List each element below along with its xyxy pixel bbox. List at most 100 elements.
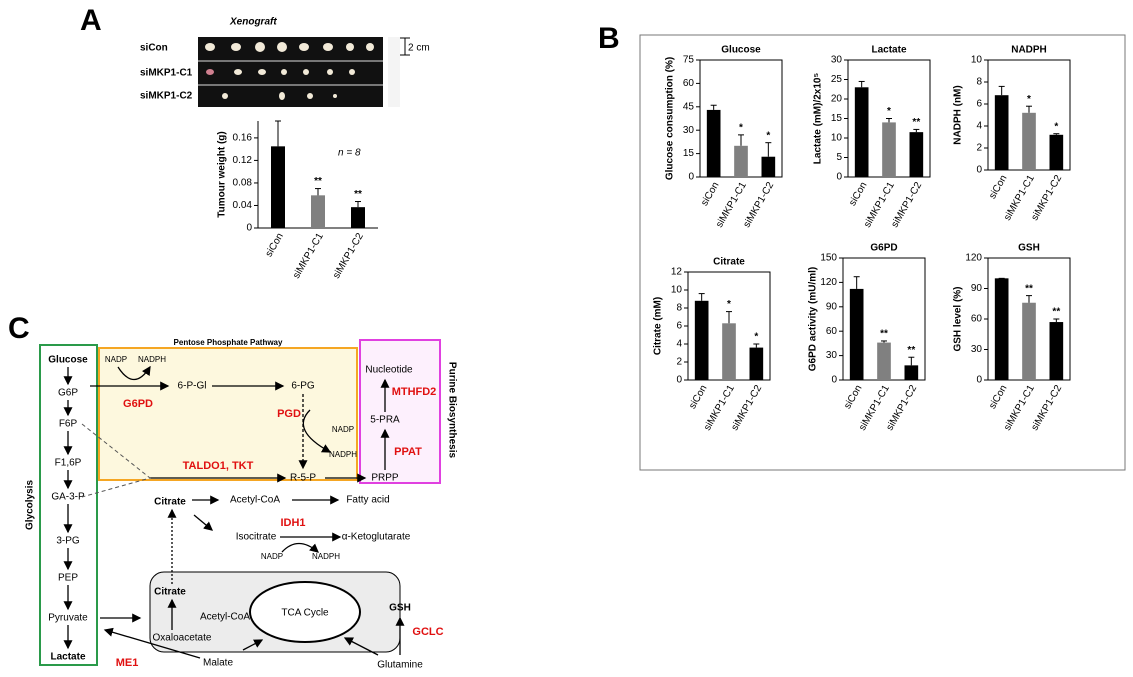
significance: * — [727, 299, 731, 310]
tca-cycle — [249, 581, 361, 643]
metabolite: PRPP — [371, 473, 399, 484]
metabolite: 5-PRA — [370, 415, 400, 426]
significance: * — [739, 123, 743, 134]
significance: * — [766, 130, 770, 141]
bar — [734, 145, 748, 177]
bar — [1022, 112, 1036, 170]
y-tick-label: 5 — [836, 152, 842, 163]
metabolite: GSH — [389, 603, 411, 614]
x-tick-label: siCon — [987, 173, 1009, 201]
y-axis-label: Citrate (mM) — [653, 297, 664, 355]
scale-label: 2 cm — [408, 43, 430, 54]
y-tick-label: 10 — [971, 55, 983, 66]
y-tick-label: 150 — [820, 253, 837, 264]
y-tick-label: 15 — [683, 148, 695, 159]
metabolite: Nucleotide — [365, 365, 413, 376]
y-tick-label: 6 — [676, 321, 682, 332]
y-tick-label: 0.12 — [233, 155, 253, 166]
cofactor: NADPH — [329, 450, 357, 459]
y-tick-label: 4 — [976, 121, 982, 132]
y-tick-label: 0 — [831, 375, 837, 386]
scale-bar — [400, 37, 410, 56]
metabolite: Acetyl-CoA — [230, 495, 280, 506]
x-tick-label: siMKP1-C2 — [331, 231, 366, 281]
significance: * — [1054, 121, 1058, 132]
row-label: siMKP1-C2 — [140, 91, 193, 102]
bar — [706, 109, 721, 177]
chart-title: GSH — [1018, 243, 1040, 254]
metabolite: Citrate — [154, 497, 186, 508]
arrows — [63, 365, 405, 659]
metabolite: Citrate — [154, 587, 186, 598]
y-tick-label: 30 — [683, 125, 695, 136]
y-tick-label: 0 — [688, 172, 694, 183]
bar — [351, 207, 365, 228]
y-tick-label: 2 — [976, 143, 982, 154]
x-tick-label: siCon — [687, 383, 709, 411]
enzyme: PGD — [277, 408, 301, 420]
metabolite: R-5-P — [290, 473, 316, 484]
purine-box — [359, 339, 441, 484]
panel-label: A — [80, 4, 102, 37]
row-label: siMKP1-C1 — [140, 68, 193, 79]
x-tick-label: siCon — [842, 383, 864, 411]
y-tick-label: 25 — [831, 74, 843, 85]
cofactor: NADPH — [138, 355, 166, 364]
significance: ** — [907, 345, 915, 356]
tumours — [205, 42, 374, 100]
y-tick-label: 90 — [971, 283, 983, 294]
cofactor: NADP — [332, 425, 354, 434]
x-tick-label: siCon — [699, 180, 721, 208]
pathway-label: Purine Biosynthesis — [446, 362, 457, 459]
y-tick-label: 120 — [820, 277, 837, 288]
pathway-label: Pentose Phosphate Pathway — [174, 338, 283, 347]
bar — [909, 132, 924, 177]
metabolite: Glucose — [48, 355, 88, 366]
bar — [882, 122, 896, 177]
y-axis-label: Lactate (mM)/2x10⁵ — [813, 73, 824, 165]
enzyme: PPAT — [394, 446, 422, 458]
y-tick-label: 0.16 — [233, 133, 253, 144]
y-tick-label: 10 — [671, 285, 683, 296]
significance: ** — [354, 189, 362, 200]
y-tick-label: 12 — [671, 267, 683, 278]
panel-frame — [639, 34, 1126, 471]
x-tick-label: siCon — [987, 383, 1009, 411]
metabolite: 6-PG — [291, 381, 315, 392]
metabolite: Lactate — [50, 652, 85, 663]
y-tick-label: 0 — [976, 375, 982, 386]
y-tick-label: 6 — [976, 99, 982, 110]
significance: * — [887, 106, 891, 117]
metabolite: Isocitrate — [236, 532, 277, 543]
cofactor: NADP — [105, 355, 127, 364]
y-tick-label: 0 — [246, 223, 252, 234]
enzyme: G6PD — [123, 398, 153, 410]
metabolite: α-Ketoglutarate — [342, 532, 411, 543]
metabolite: GA-3-P — [51, 492, 85, 503]
xenograft-title: Xenograft — [229, 17, 277, 28]
y-tick-label: 30 — [831, 55, 843, 66]
y-tick-label: 0 — [676, 375, 682, 386]
metabolite: Oxaloacetate — [153, 633, 212, 644]
metabolite: Acetyl-CoA — [200, 612, 250, 623]
panel-label: B — [598, 22, 620, 55]
y-tick-label: 8 — [676, 303, 682, 314]
bar — [1022, 302, 1036, 380]
y-tick-label: 0.08 — [233, 178, 253, 189]
bar — [722, 323, 736, 380]
significance: ** — [880, 329, 888, 340]
y-axis-label: G6PD activity (mU/ml) — [808, 267, 819, 371]
bar — [849, 288, 864, 380]
y-tick-label: 0 — [976, 165, 982, 176]
y-axis-label: Tumour weight (g) — [217, 131, 228, 217]
bar — [761, 156, 776, 177]
significance: ** — [912, 117, 920, 128]
bar — [877, 342, 891, 380]
metabolite: 3-PG — [56, 536, 80, 547]
y-tick-label: 4 — [676, 339, 682, 350]
significance: * — [1027, 94, 1031, 105]
enzyme: GCLC — [412, 626, 443, 638]
y-tick-label: 8 — [976, 77, 982, 88]
bar — [994, 95, 1009, 170]
